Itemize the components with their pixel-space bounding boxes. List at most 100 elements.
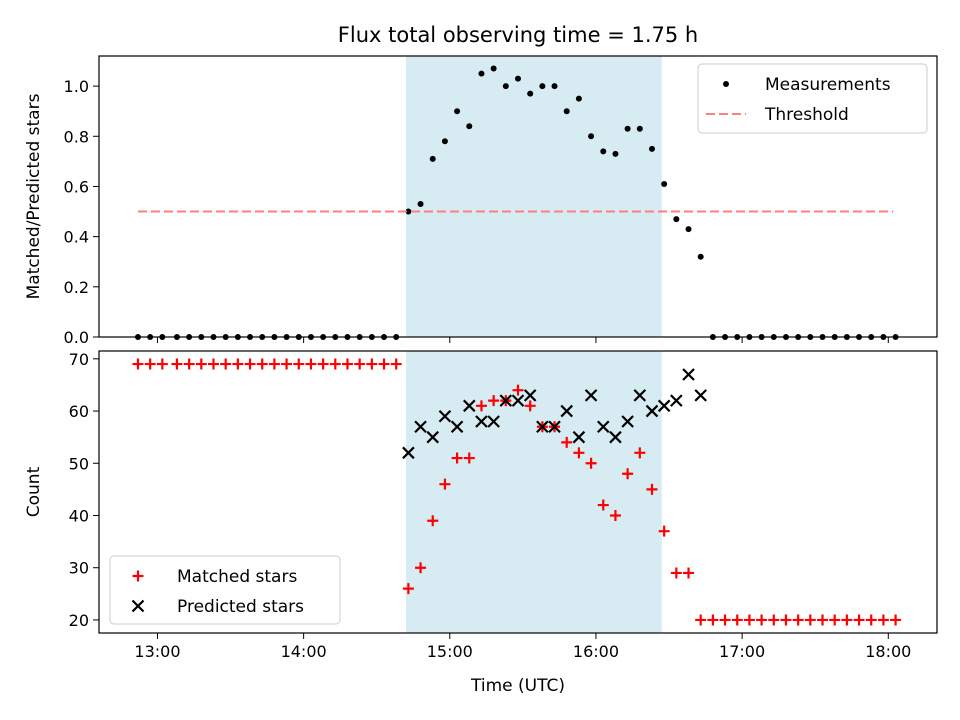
predicted-star-point [402,446,415,460]
matched-star-point [183,358,195,370]
matched-star-point [366,358,378,370]
x-tick-label: 16:00 [573,642,619,661]
predicted-star-point [499,394,513,407]
matched-star-point [402,583,414,595]
predicted-star-point [536,420,549,433]
measurement-point [612,150,619,157]
matched-star-point [463,452,475,464]
matched-star-point [256,358,268,370]
matched-star-point [707,614,719,626]
matched-star-point [646,483,658,495]
legend-label: Threshold [764,105,849,125]
measurement-point [661,180,668,187]
matched-star-point [439,478,451,490]
matched-star-point [488,395,500,407]
matched-star-point [415,562,427,574]
matched-star-point [427,515,439,527]
measurement-point [466,123,473,130]
measurement-point [673,216,680,223]
matched-star-point [378,358,390,370]
top-y-ticks: 0.0 0.2 0.4 0.6 0.8 1.0 [64,77,99,347]
matched-star-point [597,499,609,511]
matched-star-point [171,358,183,370]
matched-star-point [743,614,755,626]
measurement-point [636,125,643,132]
bottom-y-axis-label: Count [24,466,44,517]
matched-star-point [341,358,353,370]
legend-label: Matched stars [177,567,297,587]
legend-marker [131,599,145,613]
predicted-star-point [584,389,598,402]
predicted-star-point [560,404,573,418]
matched-star-point [658,525,670,537]
matched-star-point [719,614,731,626]
matched-star-point [634,447,646,459]
measurement-point [429,155,436,162]
measurement-point [697,253,704,260]
matched-star-point [829,614,841,626]
legend-label: Measurements [765,75,891,95]
legend-label: Predicted stars [177,597,304,617]
measurement-point [454,108,461,115]
y-tick-label: 0.4 [64,228,89,247]
predicted-star-point [645,404,659,418]
y-tick-label: 20 [69,611,89,630]
matched-star-point [195,358,207,370]
measurement-point [648,145,655,152]
predicted-star-point [426,430,440,444]
predicted-star-point [621,415,634,428]
predicted-star-point [414,420,427,433]
matched-star-point [877,614,889,626]
matched-star-point [156,358,168,370]
matched-star-point [780,614,792,626]
bottom-x-ticks: 13:00 14:00 15:00 16:00 17:00 18:00 [134,633,911,661]
measurement-point [490,65,497,72]
matched-star-point [804,614,816,626]
matched-star-point [817,614,829,626]
y-tick-label: 1.0 [64,77,89,96]
matched-star-point [317,358,329,370]
top-y-axis-label: Matched/Predicted stars [24,93,44,299]
matched-star-point [768,614,780,626]
predicted-star-point [523,389,537,402]
y-tick-label: 0.8 [64,127,89,146]
predicted-star-point [438,410,452,423]
measurement-point [527,90,534,97]
predicted-star-point [511,394,525,407]
matched-star-point [731,614,743,626]
legend-box [109,555,341,625]
matched-star-point [561,436,573,448]
x-tick-label: 15:00 [427,642,473,661]
matched-star-point [281,358,293,370]
measurement-point [539,83,546,90]
matched-star-point [268,358,280,370]
matched-star-point [853,614,865,626]
matched-star-point [865,614,877,626]
legend-marker [723,81,729,87]
y-tick-label: 0.2 [64,278,89,297]
matched-star-point [524,400,536,412]
measurement-point [478,70,485,77]
matched-star-point [585,457,597,469]
predicted-star-point [572,430,586,444]
matched-star-point [144,358,156,370]
count-marks [132,358,902,626]
measurement-point [441,138,448,145]
predicted-star-point [475,415,488,428]
y-tick-label: 30 [69,559,89,578]
matched-star-point [207,358,219,370]
predicted-star-point [682,368,695,381]
measurement-point [405,208,412,215]
matched-star-point [890,614,902,626]
observing-window-shade [405,56,662,337]
matched-star-point [390,358,402,370]
matched-star-point [244,358,256,370]
x-tick-label: 17:00 [719,642,765,661]
predicted-star-point [657,399,671,413]
matched-star-point [451,452,463,464]
predicted-star-point [670,394,683,407]
measurement-point [600,148,607,155]
matched-star-point [132,358,144,370]
predicted-star-point [463,399,476,413]
